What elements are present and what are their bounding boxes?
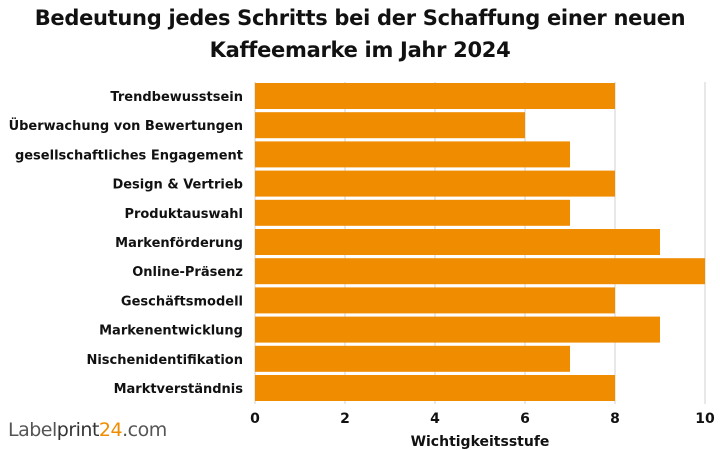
y-tick-label: Nischenidentifikation	[86, 353, 243, 368]
bar	[255, 170, 615, 197]
x-axis-label: Wichtigkeitsstufe	[411, 434, 550, 450]
x-tick-label: 0	[250, 411, 260, 427]
bar	[255, 83, 615, 109]
y-tick-label: Online-Präsenz	[132, 265, 243, 280]
y-tick-label: Markenförderung	[115, 236, 243, 251]
chart-title: Bedeutung jedes Schritts bei der Schaffu…	[0, 2, 720, 66]
y-tick-label: Überwachung von Bewertungen	[9, 118, 243, 134]
title-line-2: Kaffeemarke im Jahr 2024	[209, 38, 511, 62]
bar	[255, 112, 525, 139]
bar	[255, 316, 660, 343]
y-tick-label: Produktauswahl	[124, 207, 243, 222]
labelprint24-logo: Labelprint24.com	[8, 419, 167, 441]
bar	[255, 258, 705, 285]
bar	[255, 229, 660, 255]
y-tick-label: Markenentwicklung	[99, 324, 243, 339]
y-tick-label: gesellschaftliches Engagement	[15, 148, 243, 163]
y-tick-label: Design & Vertrieb	[112, 178, 243, 193]
y-tick-label: Marktverständnis	[114, 382, 244, 397]
x-tick-label: 8	[610, 411, 620, 427]
bar	[255, 345, 570, 372]
x-tick-label: 6	[520, 411, 530, 427]
bar	[255, 199, 570, 226]
title-line-1: Bedeutung jedes Schritts bei der Schaffu…	[34, 6, 686, 30]
x-tick-label: 10	[695, 411, 715, 427]
x-tick-label: 4	[430, 411, 440, 427]
x-tick-label: 2	[340, 411, 350, 427]
bar	[255, 287, 615, 314]
y-tick-label: Trendbewusstsein	[110, 90, 243, 105]
bar	[255, 375, 615, 401]
bar	[255, 141, 570, 168]
y-tick-label: Geschäftsmodell	[121, 294, 243, 309]
